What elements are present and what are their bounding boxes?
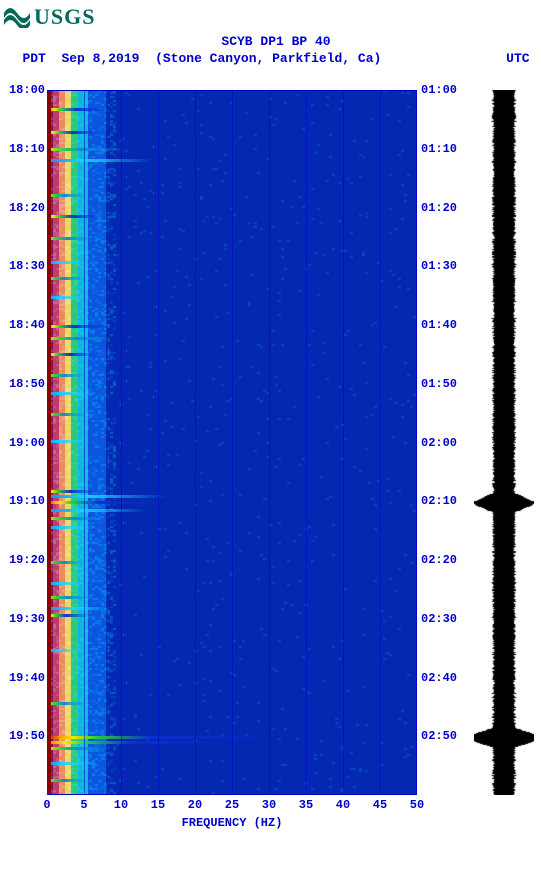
- x-tick: 45: [369, 798, 391, 812]
- y-tick-left: 18:50: [1, 377, 45, 391]
- station-line: SCYB DP1 BP 40: [0, 34, 552, 51]
- y-tick-left: 18:40: [1, 318, 45, 332]
- gridline-v: [306, 90, 307, 795]
- x-tick: 40: [332, 798, 354, 812]
- y-tick-left: 18:20: [1, 201, 45, 215]
- y-tick-left: 19:40: [1, 671, 45, 685]
- tz-right-label: UTC: [506, 51, 529, 66]
- y-tick-left: 19:30: [1, 612, 45, 626]
- y-tick-left: 19:50: [1, 729, 45, 743]
- y-tick-right: 02:20: [421, 553, 469, 567]
- y-tick-right: 01:00: [421, 83, 469, 97]
- x-tick: 20: [184, 798, 206, 812]
- y-tick-right: 02:50: [421, 729, 469, 743]
- gridline-v: [232, 90, 233, 795]
- gridline-v: [158, 90, 159, 795]
- gridline-v: [343, 90, 344, 795]
- x-tick: 0: [36, 798, 58, 812]
- usgs-wave-icon: [4, 6, 30, 28]
- gridline-v: [84, 90, 85, 795]
- y-tick-right: 01:10: [421, 142, 469, 156]
- location-label: (Stone Canyon, Parkfield, Ca): [155, 51, 381, 66]
- x-tick: 15: [147, 798, 169, 812]
- y-tick-left: 19:20: [1, 553, 45, 567]
- usgs-text: USGS: [34, 4, 95, 30]
- x-tick: 5: [73, 798, 95, 812]
- usgs-logo: USGS: [4, 4, 95, 30]
- x-tick: 30: [258, 798, 280, 812]
- seismogram-canvas: [474, 90, 534, 795]
- y-tick-right: 02:10: [421, 494, 469, 508]
- y-tick-right: 01:30: [421, 259, 469, 273]
- tz-left-label: PDT: [22, 51, 45, 66]
- gridline-v: [269, 90, 270, 795]
- y-tick-left: 18:30: [1, 259, 45, 273]
- x-tick: 50: [406, 798, 428, 812]
- y-tick-left: 19:00: [1, 436, 45, 450]
- y-tick-right: 01:20: [421, 201, 469, 215]
- spectrogram: FREQUENCY (HZ) 0510152025303540455018:00…: [47, 90, 417, 795]
- y-tick-left: 19:10: [1, 494, 45, 508]
- y-tick-left: 18:00: [1, 83, 45, 97]
- gridline-v: [380, 90, 381, 795]
- x-tick: 25: [221, 798, 243, 812]
- y-tick-right: 01:50: [421, 377, 469, 391]
- y-tick-right: 01:40: [421, 318, 469, 332]
- y-tick-left: 18:10: [1, 142, 45, 156]
- y-tick-right: 02:00: [421, 436, 469, 450]
- y-tick-right: 02:40: [421, 671, 469, 685]
- seismogram: [474, 90, 534, 795]
- x-axis-label: FREQUENCY (HZ): [47, 816, 417, 830]
- x-tick: 35: [295, 798, 317, 812]
- x-tick: 10: [110, 798, 132, 812]
- gridline-v: [121, 90, 122, 795]
- gridline-v: [195, 90, 196, 795]
- date-label: Sep 8,2019: [61, 51, 139, 66]
- y-tick-right: 02:30: [421, 612, 469, 626]
- title-block: SCYB DP1 BP 40 PDT Sep 8,2019 (Stone Can…: [0, 34, 552, 68]
